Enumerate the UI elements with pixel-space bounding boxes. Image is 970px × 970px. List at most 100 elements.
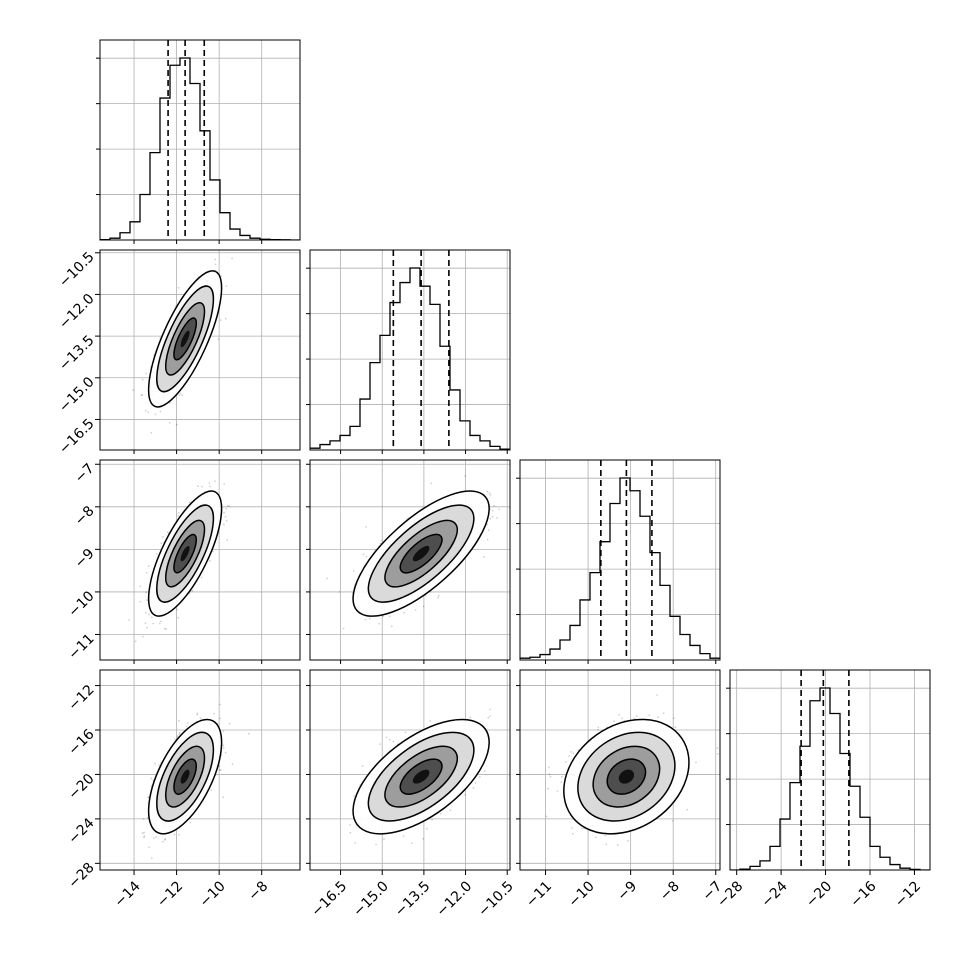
scatter-point: [139, 600, 142, 603]
scatter-point: [178, 512, 180, 514]
contour-line-3: [384, 745, 458, 808]
scatter-point: [422, 605, 425, 608]
scatter-point: [483, 770, 486, 772]
contour-line-3: [164, 519, 206, 588]
scatter-point: [160, 542, 163, 545]
scatter-point: [209, 485, 211, 488]
contour-line-3: [384, 519, 458, 588]
scatter-point: [134, 640, 137, 643]
scatter-point: [185, 725, 188, 728]
scatter-point: [218, 765, 221, 767]
scatter-point: [381, 539, 383, 542]
scatter-point: [141, 832, 144, 834]
scatter-point: [168, 421, 171, 424]
scatter-point: [146, 816, 149, 819]
density-fill-5: [412, 769, 430, 784]
scatter-point: [431, 819, 433, 821]
scatter-point: [375, 843, 377, 846]
scatter-point: [402, 835, 405, 838]
scatter-point: [571, 832, 574, 835]
scatter-point: [218, 769, 221, 771]
scatter-point: [512, 510, 514, 512]
scatter-point: [176, 608, 179, 611]
scatter-point: [225, 507, 228, 510]
density-fill-5: [180, 769, 190, 784]
scatter-point: [222, 744, 225, 747]
scatter-point: [422, 837, 425, 840]
contour-line-2: [367, 504, 475, 603]
scatter-point: [556, 790, 559, 792]
scatter-point: [188, 501, 191, 504]
contour-line-3: [164, 745, 206, 808]
scatter-point: [695, 761, 697, 764]
scatter-point: [139, 585, 142, 588]
scatter-point: [196, 712, 199, 715]
scatter-point: [228, 722, 231, 725]
scatter-point: [352, 570, 355, 572]
scatter-point: [178, 719, 180, 722]
scatter-point: [379, 743, 381, 745]
scatter-point: [209, 560, 211, 562]
scatter-point: [181, 394, 184, 397]
contour-line-2: [156, 731, 215, 822]
scatter-point: [141, 393, 143, 396]
scatter-point: [437, 594, 440, 597]
scatter-point: [474, 782, 477, 784]
scatter-point: [414, 609, 417, 611]
histogram-step-line: [520, 477, 720, 659]
density-fill-5: [412, 545, 430, 562]
panel-frame: [309, 249, 511, 451]
scatter-point: [487, 716, 490, 719]
scatter-point: [430, 482, 433, 485]
scatter-point: [469, 716, 472, 719]
scatter-point: [226, 505, 229, 507]
panel-frame: [729, 669, 931, 871]
scatter-point: [224, 751, 227, 754]
histogram-panel-1: [100, 40, 300, 240]
scatter-point: [491, 509, 494, 512]
scatter-point: [159, 620, 162, 622]
scatter-point: [186, 722, 189, 724]
scatter-point: [219, 319, 222, 322]
histogram-step-line: [310, 267, 510, 450]
contour-line-3: [164, 302, 206, 376]
panel-frame: [99, 459, 301, 661]
scatter-point: [392, 740, 395, 743]
panel-frame: [99, 669, 301, 871]
scatter-point: [145, 372, 148, 375]
scatter-point: [142, 635, 144, 638]
scatter-point: [620, 717, 623, 720]
contour-line-2: [367, 731, 475, 822]
scatter-point: [143, 836, 145, 839]
scatter-point: [219, 717, 221, 720]
scatter-point: [214, 258, 217, 261]
scatter-point: [144, 622, 147, 625]
scatter-point: [142, 818, 145, 820]
scatter-point: [439, 812, 442, 815]
scatter-point: [228, 505, 231, 508]
contour-line-1: [352, 490, 490, 617]
contour-line-1: [147, 718, 223, 835]
scatter-point: [145, 599, 148, 601]
scatter-point: [147, 796, 150, 799]
density-fill-5: [180, 545, 190, 562]
scatter-point: [671, 820, 674, 822]
scatter-point: [354, 842, 356, 844]
scatter-point: [176, 735, 179, 738]
scatter-point: [672, 717, 675, 720]
scatter-point: [141, 378, 144, 381]
scatter-point: [178, 833, 180, 836]
scatter-point: [378, 622, 381, 625]
histogram-panel-2: [310, 250, 510, 450]
scatter-point: [210, 789, 213, 792]
scatter-panel-3-2: [310, 460, 514, 660]
scatter-point: [196, 713, 199, 716]
scatter-point: [572, 752, 575, 755]
density-fill-5: [180, 330, 190, 348]
scatter-point: [150, 431, 153, 434]
scatter-point: [225, 519, 228, 522]
scatter-point: [464, 793, 466, 796]
scatter-point: [197, 485, 199, 488]
scatter-point: [383, 838, 385, 840]
